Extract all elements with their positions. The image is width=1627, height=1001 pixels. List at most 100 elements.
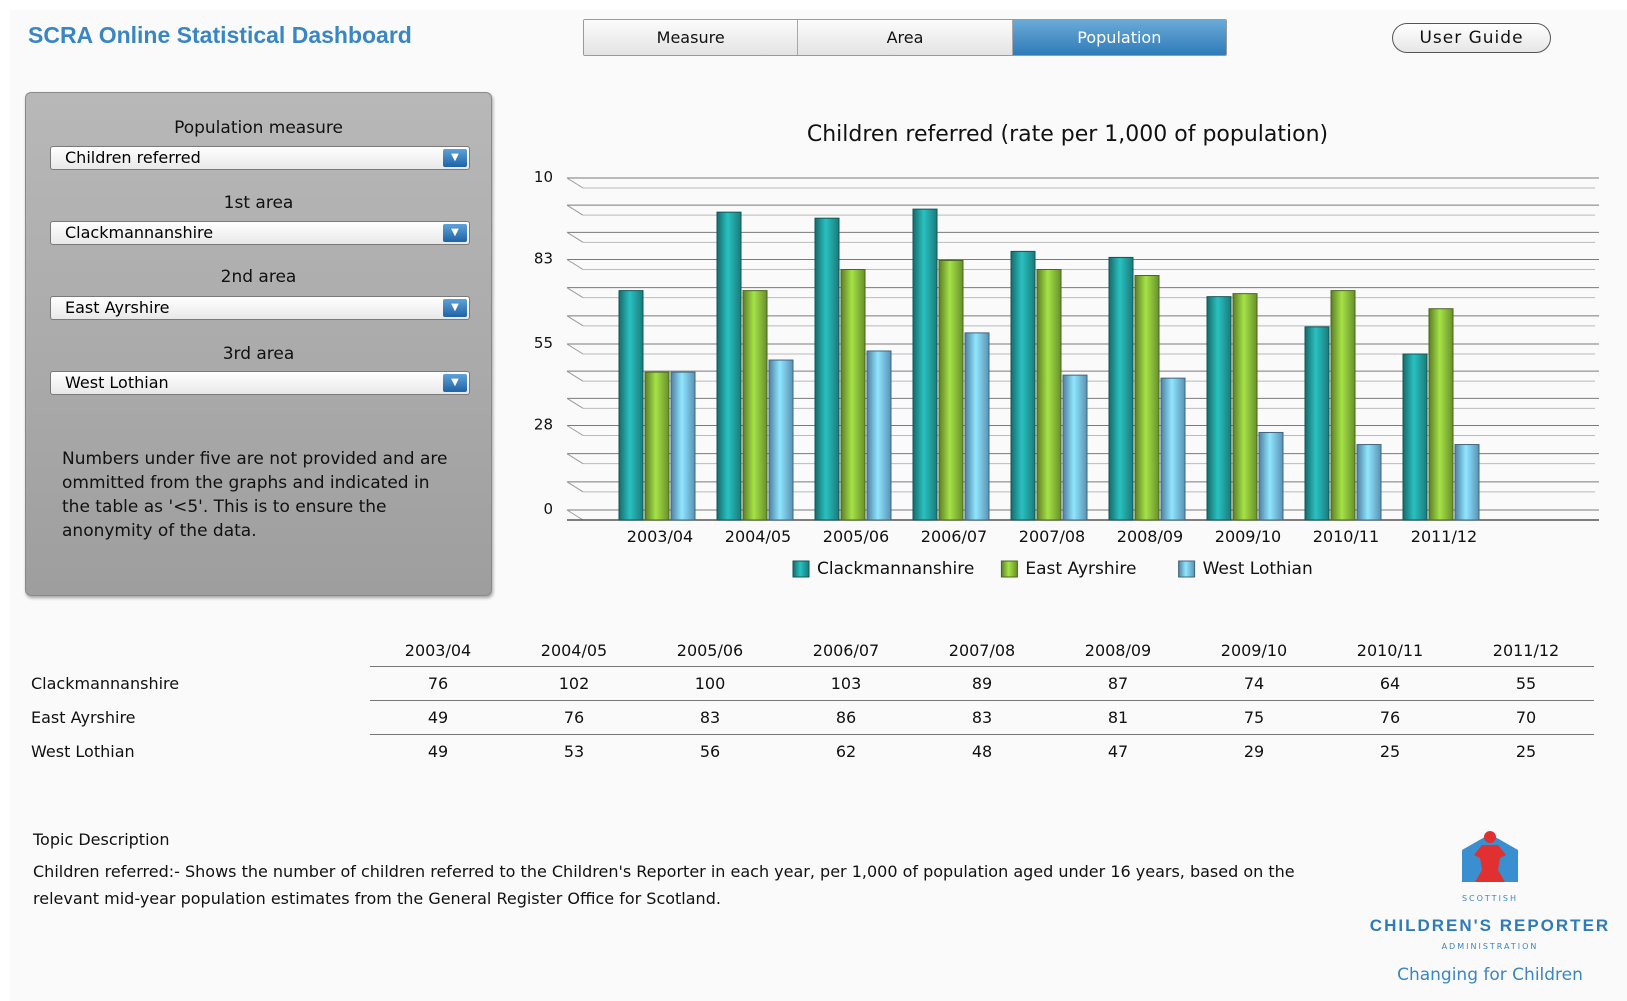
gridline-depth [566, 370, 584, 382]
table-cell: 47 [1107, 742, 1129, 761]
bar[interactable] [644, 371, 670, 521]
logo-top-text: SCOTTISH [1461, 894, 1519, 903]
table-header-cell: 2004/05 [540, 640, 608, 660]
bar[interactable] [1108, 256, 1134, 521]
user-guide-button[interactable]: User Guide [1392, 23, 1551, 53]
bar[interactable] [1330, 290, 1356, 521]
tab-population[interactable]: Population [1012, 20, 1226, 55]
anonymity-note: Numbers under five are not provided and … [62, 449, 448, 541]
table-row: West Lothian 49 53 56 62 48 47 29 25 25 [30, 735, 1594, 769]
bar[interactable] [768, 359, 794, 521]
x-tick-label: 2003/04 [627, 527, 693, 546]
table-cell: 53 [563, 742, 585, 761]
bar[interactable] [1402, 353, 1428, 521]
area1-select[interactable]: Clackmannanshire ▼ [50, 221, 470, 245]
y-tick-label: 110 [535, 168, 553, 186]
bar[interactable] [1356, 444, 1382, 521]
table-cell: 62 [835, 742, 857, 761]
app-title: SCRA Online Statistical Dashboard [28, 22, 412, 48]
bar[interactable] [1134, 275, 1160, 521]
logo-tagline: Changing for Children [1397, 965, 1583, 985]
bar[interactable] [1304, 326, 1330, 521]
table-row-label: West Lothian [31, 741, 135, 761]
table-row-label: Clackmannanshire [31, 674, 180, 693]
area3-select[interactable]: West Lothian ▼ [50, 371, 470, 395]
bar[interactable] [964, 332, 990, 521]
bar-chart: Children referred (rate per 1,000 of pop… [535, 122, 1599, 579]
table-cell: 83 [914, 700, 1050, 735]
chart-title: Children referred (rate per 1,000 of pop… [807, 122, 1328, 147]
jigsaw-figure-icon [1462, 831, 1518, 882]
table-cell: 103 [778, 666, 914, 701]
gridline-depth [566, 315, 584, 327]
gridline-depth [566, 509, 584, 521]
table-cell: 83 [642, 700, 778, 735]
chevron-down-icon[interactable]: ▼ [443, 149, 467, 167]
table-cell: 75 [1186, 700, 1322, 735]
x-tick-label: 2010/11 [1313, 527, 1379, 546]
area2-value: East Ayrshire [65, 298, 170, 317]
bar[interactable] [1258, 431, 1284, 521]
bar[interactable] [1010, 250, 1036, 521]
topic-description-title: Topic Description [33, 830, 170, 849]
legend-swatch [792, 560, 810, 578]
x-tick-label: 2005/06 [823, 527, 889, 546]
table-row: Clackmannanshire 76 102 100 103 89 87 74… [30, 666, 1594, 701]
tab-area[interactable]: Area [798, 20, 1013, 55]
area1-value: Clackmannanshire [65, 223, 214, 242]
bar[interactable] [1036, 268, 1062, 521]
bar[interactable] [1206, 296, 1232, 521]
gridline-depth [566, 425, 584, 436]
chevron-down-icon[interactable]: ▼ [443, 224, 467, 242]
bar[interactable] [1062, 374, 1088, 521]
table-cell: 55 [1458, 666, 1594, 701]
bar[interactable] [716, 211, 742, 521]
table-cell: 49 [427, 742, 449, 761]
bar[interactable] [814, 217, 840, 521]
x-tick-label: 2009/10 [1215, 527, 1281, 546]
y-tick-label: 28 [535, 415, 553, 433]
table-header-cell: 2011/12 [1492, 640, 1560, 660]
topic-description-body: Children referred:- Shows the number of … [33, 862, 1295, 908]
bar[interactable] [938, 259, 964, 521]
population-measure-value: Children referred [65, 148, 201, 167]
bar[interactable] [1454, 444, 1480, 521]
table-header-cell: 2009/10 [1220, 640, 1288, 660]
gridline-depth [566, 397, 584, 409]
x-tick-label: 2007/08 [1019, 527, 1085, 546]
bar[interactable] [618, 290, 644, 521]
y-tick-label: 83 [535, 249, 553, 267]
table-cell: 102 [506, 666, 642, 701]
bar[interactable] [1160, 377, 1186, 521]
table-cell: 87 [1050, 666, 1186, 701]
x-tick-label: 2008/09 [1117, 527, 1183, 546]
bar[interactable] [912, 208, 938, 521]
legend-label: West Lothian [1203, 559, 1313, 579]
table-corner-cell [30, 634, 370, 667]
bar[interactable] [840, 268, 866, 521]
bar[interactable] [1232, 293, 1258, 521]
scra-logo: SCOTTISH CHILDREN'S REPORTER ADMINISTRAT… [1360, 820, 1620, 990]
area3-value: West Lothian [65, 373, 169, 392]
gridline-depth [566, 204, 584, 216]
table-cell: 29 [1243, 742, 1265, 761]
filter-panel: Population measure Children referred ▼ 1… [25, 92, 492, 596]
logo-sub-text: ADMINISTRATION [1441, 942, 1539, 951]
tab-bar: Measure Area Population [583, 19, 1227, 56]
chevron-down-icon[interactable]: ▼ [443, 299, 467, 317]
table-cell: 49 [370, 700, 506, 735]
bar[interactable] [866, 350, 892, 521]
bar[interactable] [670, 371, 696, 521]
x-tick-label: 2004/05 [725, 527, 791, 546]
area2-select[interactable]: East Ayrshire ▼ [50, 296, 470, 320]
area2-label: 2nd area [220, 267, 297, 287]
population-measure-select[interactable]: Children referred ▼ [50, 146, 470, 170]
table-cell: 74 [1186, 666, 1322, 701]
table-header-cell: 2006/07 [812, 640, 880, 660]
table-cell: 76 [506, 700, 642, 735]
tab-measure[interactable]: Measure [584, 20, 799, 55]
bar[interactable] [1428, 308, 1454, 521]
y-tick-label: 0 [543, 500, 553, 518]
chevron-down-icon[interactable]: ▼ [443, 374, 467, 392]
bar[interactable] [742, 290, 768, 521]
